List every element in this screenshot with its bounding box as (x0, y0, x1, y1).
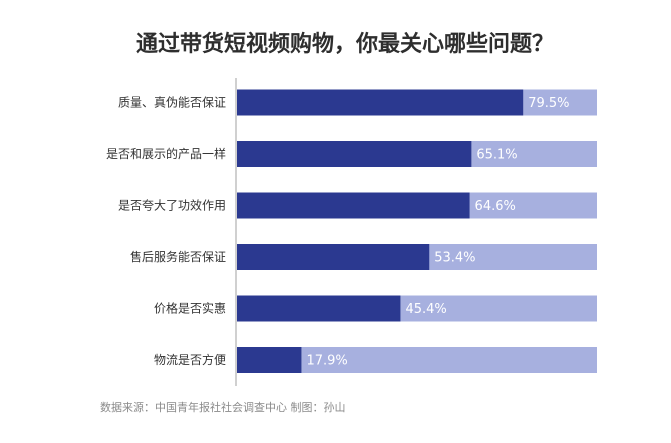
value-label: 65.1% (476, 148, 517, 163)
bar-row: 是否和展示的产品一样 65.1% (106, 141, 597, 167)
category-label: 质量、真伪能否保证 (118, 96, 226, 110)
bar-row: 价格是否实惠 45.4% (154, 295, 597, 322)
bar (237, 141, 472, 167)
bar-row: 质量、真伪能否保证 79.5% (118, 89, 597, 116)
bars-group: 质量、真伪能否保证 79.5% 是否和展示的产品一样 65.1% 是否夸大了功效作用 64… (106, 89, 597, 373)
bar (237, 347, 302, 373)
bar-row: 售后服务能否保证 53.4% (130, 244, 597, 270)
value-label: 53.4% (434, 251, 475, 266)
source-note: 数据来源：中国青年报社社会调查中心 制图：孙山 (100, 400, 346, 414)
chart-title: 通过带货短视频购物，你最关心哪些问题？ (136, 31, 554, 57)
value-label: 45.4% (405, 302, 446, 317)
bar (237, 89, 524, 116)
bar-row: 物流是否方便 17.9% (154, 347, 597, 373)
value-label: 79.5% (528, 96, 569, 111)
category-label: 物流是否方便 (154, 352, 226, 367)
value-label: 17.9% (306, 354, 347, 369)
category-label: 是否夸大了功效作用 (118, 198, 226, 213)
bar (237, 192, 470, 219)
value-label: 64.6% (475, 199, 516, 214)
bar-row: 是否夸大了功效作用 64.6% (118, 192, 597, 219)
bar (237, 295, 401, 322)
category-label: 价格是否实惠 (154, 301, 226, 316)
category-label: 是否和展示的产品一样 (106, 146, 226, 161)
bar (237, 244, 430, 270)
category-label: 售后服务能否保证 (130, 249, 226, 264)
